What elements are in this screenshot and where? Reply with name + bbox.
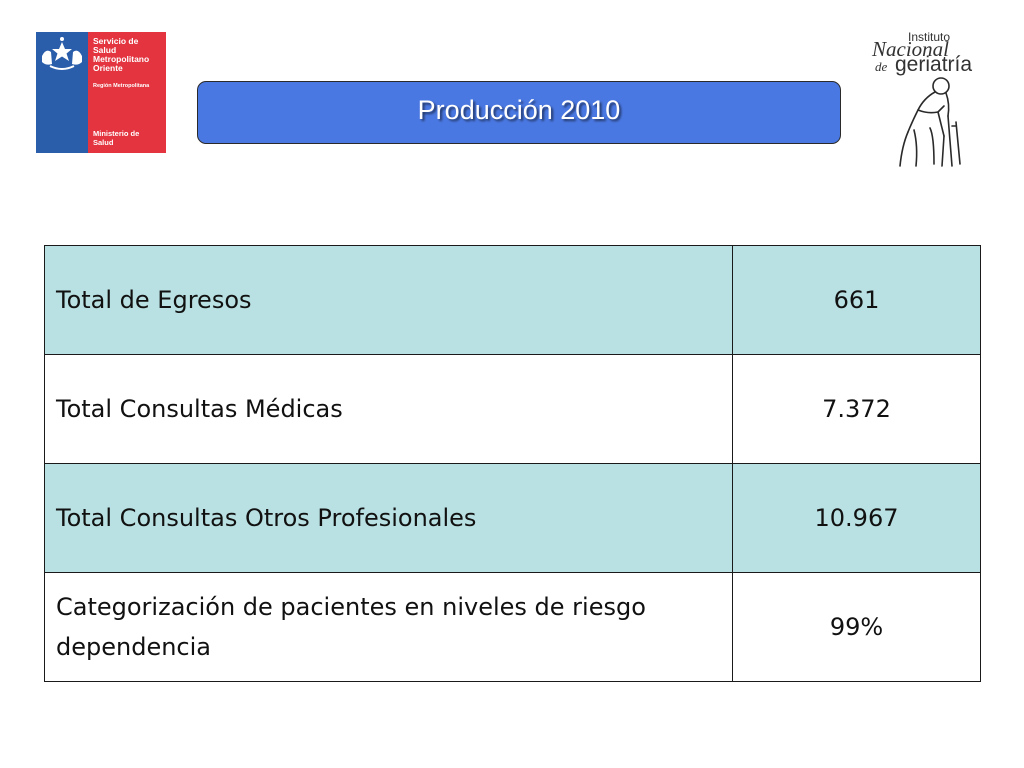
logo-org-line: Metropolitano xyxy=(93,54,150,64)
table-row: Total Consultas Médicas 7.372 xyxy=(44,354,981,464)
elderly-figure-icon xyxy=(899,77,961,167)
chile-coat-of-arms-icon xyxy=(42,37,82,70)
table-cell-label: Total de Egresos xyxy=(44,245,733,355)
logo-org-line: Salud xyxy=(93,45,117,55)
logo-nacional-text: Nacional xyxy=(872,37,949,61)
logo-blue-panel xyxy=(36,32,88,153)
ssmo-logo: Servicio de Salud Metropolitano Oriente … xyxy=(36,32,166,153)
row-label: Total Consultas Otros Profesionales xyxy=(56,504,477,532)
production-table: Total de Egresos 661 Total Consultas Méd… xyxy=(44,245,981,682)
table-cell-value: 10.967 xyxy=(732,463,981,573)
table-row: Categorización de pacientes en niveles d… xyxy=(44,572,981,682)
logo-org-name: Servicio de Salud Metropolitano Oriente xyxy=(93,37,163,73)
title-bar: Producción 2010 xyxy=(197,81,841,144)
table-row: Total Consultas Otros Profesionales 10.9… xyxy=(44,463,981,573)
geriatria-logo: Instituto Nacional de geriatría xyxy=(866,28,996,168)
logo-ministry-line: Salud xyxy=(93,138,114,147)
logo-de-text: de xyxy=(875,59,888,74)
logo-org-line: Oriente xyxy=(93,63,123,73)
row-value: 10.967 xyxy=(814,504,899,532)
page-title: Producción 2010 xyxy=(417,95,621,125)
row-value: 99% xyxy=(829,613,884,641)
logo-ministry: Ministerio de Salud xyxy=(93,129,163,147)
row-label: Total de Egresos xyxy=(56,286,252,314)
row-value: 7.372 xyxy=(822,395,891,423)
table-cell-value: 7.372 xyxy=(732,354,981,464)
table-cell-label: Total Consultas Otros Profesionales xyxy=(44,463,733,573)
logo-region: Región Metropolitana xyxy=(93,83,150,89)
table-row: Total de Egresos 661 xyxy=(44,245,981,355)
row-label: Total Consultas Médicas xyxy=(56,395,343,423)
row-value: 661 xyxy=(833,286,880,314)
table-cell-label: Total Consultas Médicas xyxy=(44,354,733,464)
table-cell-label: Categorización de pacientes en niveles d… xyxy=(44,572,733,682)
logo-ministry-line: Ministerio de xyxy=(93,129,140,138)
table-cell-value: 99% xyxy=(732,572,981,682)
logo-geriatria-text: geriatría xyxy=(895,53,973,76)
logo-red-panel xyxy=(88,32,166,153)
row-label: Categorización de pacientes en niveles d… xyxy=(56,593,646,661)
logo-org-line: Servicio de xyxy=(93,36,139,46)
table-cell-value: 661 xyxy=(732,245,981,355)
logo-instituto-text: Instituto xyxy=(908,30,951,44)
